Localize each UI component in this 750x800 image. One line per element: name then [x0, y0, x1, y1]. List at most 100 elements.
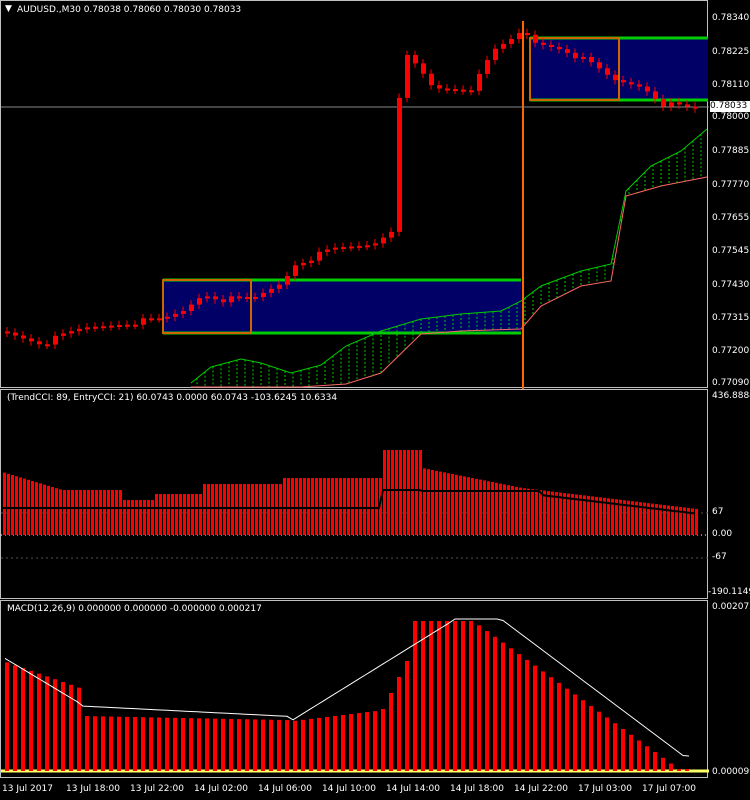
chart-title: AUDUSD.,M30 0.78038 0.78060 0.78030 0.78…	[17, 5, 242, 15]
candle-body	[149, 318, 154, 321]
cci-bar	[359, 478, 362, 535]
cci-bar	[251, 484, 254, 535]
time-tick: 13 Jul 22:00	[130, 784, 184, 794]
macd-bar	[677, 769, 681, 771]
candle-body	[253, 296, 258, 299]
cci-bar	[531, 489, 534, 535]
candle-body	[469, 90, 474, 93]
macd-bar	[477, 625, 481, 771]
candle-body	[509, 39, 514, 44]
cci-bar	[623, 500, 626, 535]
cci-bar	[267, 484, 270, 535]
cci-bar	[387, 450, 390, 535]
cci-bar	[247, 484, 250, 535]
macd-bar	[293, 720, 297, 771]
cci-bar	[663, 505, 666, 535]
macd-bar	[341, 715, 345, 771]
macd-bar	[317, 717, 321, 771]
cci-bar	[11, 475, 14, 535]
cci-tick: 0.00	[712, 529, 733, 539]
price-chart-pane[interactable]: ▼ AUDUSD.,M30 0.78038 0.78060 0.78030 0.…	[0, 0, 709, 389]
candle-body	[37, 341, 42, 345]
candle-body	[533, 34, 538, 43]
cci-bar	[535, 489, 538, 535]
cci-bar	[407, 450, 410, 535]
macd-bar	[605, 717, 609, 771]
cci-bar	[15, 476, 18, 535]
macd-bar	[557, 682, 561, 771]
cci-bar	[199, 494, 202, 535]
cci-bar	[479, 479, 482, 535]
cci-bar	[175, 494, 178, 535]
candle-body	[101, 326, 106, 329]
candle-body	[685, 104, 690, 107]
cci-bar	[255, 484, 258, 535]
cci-bar	[491, 482, 494, 535]
price-candles	[1, 21, 709, 389]
cci-bar	[675, 506, 678, 535]
cci-bar	[131, 500, 134, 535]
cci-pane[interactable]: (TrendCCI: 89, EntryCCI: 21) 60.0743 0.0…	[0, 389, 709, 599]
cci-bar	[611, 498, 614, 535]
cci-bar	[511, 486, 514, 535]
candle-body	[573, 52, 578, 59]
cci-bar	[455, 474, 458, 535]
macd-pane[interactable]: MACD(12,26,9) 0.000000 0.000000 -0.00000…	[0, 600, 709, 778]
macd-bar	[237, 719, 241, 771]
price-tick: 0.77430	[712, 280, 750, 290]
price-tick: 0.77200	[712, 346, 750, 356]
time-tick: 14 Jul 14:00	[386, 784, 440, 794]
macd-bar	[637, 740, 641, 771]
candle-body	[117, 325, 122, 328]
cci-bar	[355, 478, 358, 535]
cci-tick: -190.1149	[708, 587, 750, 597]
cci-bar	[23, 478, 26, 535]
candle-body	[197, 298, 202, 305]
cci-bar	[439, 471, 442, 535]
cci-bar	[239, 484, 242, 535]
cci-bar	[147, 500, 150, 535]
macd-bar	[277, 719, 281, 771]
price-tick: 0.77315	[712, 313, 750, 323]
macd-bar	[93, 716, 97, 771]
macd-bar	[229, 718, 233, 771]
cci-bar	[291, 478, 294, 535]
cci-bar	[259, 484, 262, 535]
cci-bar	[215, 484, 218, 535]
macd-bar	[69, 684, 73, 771]
cci-bar	[667, 505, 670, 535]
chart-menu-icon[interactable]: ▼	[5, 4, 12, 14]
macd-bar	[133, 717, 137, 771]
cci-bar	[687, 507, 690, 535]
candle-body	[341, 247, 346, 250]
macd-bar	[581, 700, 585, 771]
cci-bar	[539, 490, 542, 535]
macd-bar	[109, 716, 113, 771]
time-tick: 13 Jul 18:00	[66, 784, 120, 794]
candle-body	[541, 42, 546, 45]
candle-body	[325, 249, 330, 252]
macd-bar	[533, 665, 537, 771]
macd-bar	[453, 621, 457, 771]
cci-bar	[303, 478, 306, 535]
macd-bar	[613, 723, 617, 771]
cci-bar	[139, 500, 142, 535]
cci-histogram	[1, 450, 709, 559]
cci-bar	[583, 495, 586, 535]
macd-histogram	[1, 618, 709, 773]
cci-bar	[599, 497, 602, 535]
cci-bar	[207, 484, 210, 535]
price-scale: 0.78340 0.78225 0.78110 0.78000 0.77885 …	[708, 0, 750, 388]
cci-bar	[415, 450, 418, 535]
macd-bar	[509, 648, 513, 771]
cci-bar	[651, 503, 654, 535]
candle-body	[165, 316, 170, 319]
macd-bar	[461, 621, 465, 771]
macd-bar	[373, 711, 377, 771]
cci-bar	[223, 484, 226, 535]
cci-bar	[579, 494, 582, 535]
price-tick: 0.78000	[712, 112, 750, 122]
macd-bar	[213, 718, 217, 771]
macd-bar	[173, 717, 177, 771]
candle-body	[661, 99, 666, 107]
